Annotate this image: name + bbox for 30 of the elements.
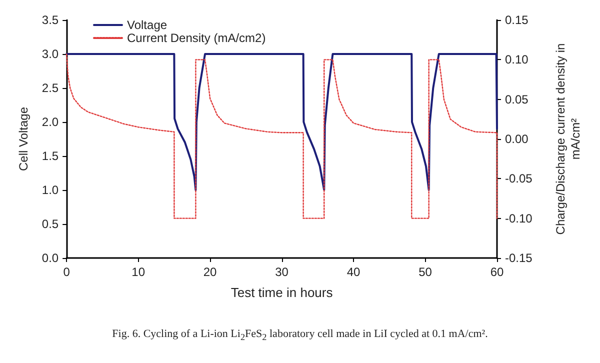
legend-label: Current Density (mA/cm2) <box>127 31 266 45</box>
y2-tick-label: 0.00 <box>505 132 529 146</box>
x-tick-label: 20 <box>203 265 218 279</box>
y-tick-label: 1.5 <box>42 149 59 163</box>
x-tick-label: 50 <box>418 265 432 279</box>
line-series <box>66 54 498 219</box>
y-axis-title: Cell Voltage <box>16 106 30 172</box>
x-tick-label: 10 <box>132 265 146 279</box>
x-axis-title: Test time in hours <box>230 285 334 300</box>
legend-label: Voltage <box>127 18 168 32</box>
y-tick-label: 2.0 <box>42 115 59 129</box>
x-tick-label: 40 <box>346 265 361 279</box>
y-tick-label: 0.0 <box>42 251 59 265</box>
line-series <box>66 53 498 191</box>
y2-tick-label: 0.15 <box>505 13 529 27</box>
y-tick-label: 1.0 <box>42 183 59 197</box>
y2-axis-title: Charge/Discharge current density in mA/cm² <box>554 43 582 235</box>
x-tick-label: 0 <box>63 265 70 279</box>
x-tick-label: 30 <box>275 265 289 279</box>
x-tick-label: 60 <box>490 265 504 279</box>
y2-tick-label: -0.05 <box>505 172 533 186</box>
y2-tick-label: 0.10 <box>505 52 529 67</box>
caption: Fig. 6. Cycling of a Li-ion Li$_{2}$FeS$_{2}$ laboratory cell made in LiI cycled at 0.1 mA/cm². <box>111 328 489 342</box>
y2-tick-label: -0.10 <box>505 211 533 226</box>
y-tick-label: 0.5 <box>42 217 59 231</box>
y2-tick-label: 0.05 <box>505 92 529 106</box>
y-tick-label: 3.5 <box>42 13 59 27</box>
y-tick-label: 2.5 <box>42 81 59 95</box>
y-tick-label: 3.0 <box>42 47 59 61</box>
y2-tick-label: -0.15 <box>505 251 533 265</box>
